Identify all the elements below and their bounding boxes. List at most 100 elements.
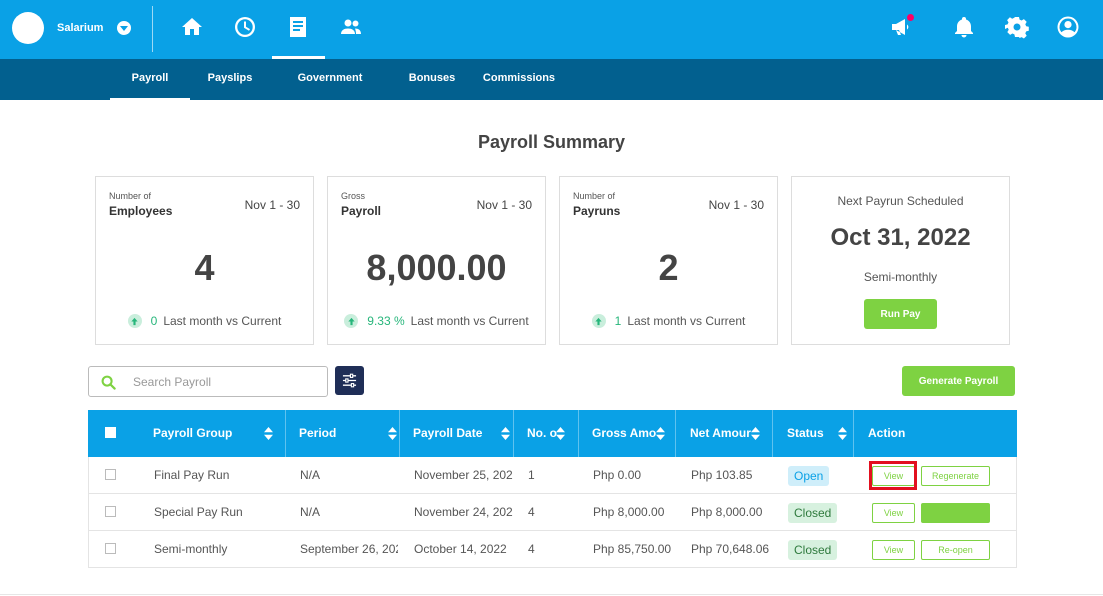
page-title: Payroll Summary <box>477 132 626 152</box>
view-button[interactable]: View <box>872 503 915 523</box>
row-checkbox[interactable] <box>105 543 116 554</box>
payroll-table: Payroll Group Period Payroll Date No. o … <box>88 410 1017 568</box>
gross-payroll-card: Gross Payroll Nov 1 - 30 8,000.00 9.33 %… <box>327 176 546 345</box>
card-trend: 1 Last month vs Current <box>560 314 777 328</box>
reopen-button[interactable]: Re-open <box>921 540 990 560</box>
header-label: Payroll Group <box>153 426 233 440</box>
highlight-box <box>869 461 917 490</box>
column-divider <box>853 410 854 457</box>
tab-bonuses[interactable]: Bonuses <box>408 72 456 84</box>
header-label: No. o <box>527 426 557 440</box>
column-header-number[interactable]: No. o <box>527 410 565 457</box>
row-checkbox[interactable] <box>105 469 116 480</box>
notification-dot <box>907 14 914 21</box>
row-checkbox[interactable] <box>105 506 116 517</box>
megaphone-icon[interactable] <box>888 14 914 40</box>
company-name: Salarium <box>57 22 104 34</box>
sort-icon <box>264 427 273 440</box>
generate-payroll-button[interactable]: Generate Payroll <box>902 366 1015 396</box>
cell-payroll-group: Semi-monthly <box>154 542 228 556</box>
search-icon <box>101 375 116 390</box>
cell-payroll-date: November 25, 2022 <box>414 468 513 482</box>
cell-number: 4 <box>528 505 535 519</box>
card-period: Nov 1 - 30 <box>708 198 764 212</box>
trend-label: Last month vs Current <box>163 314 282 328</box>
table-row: Semi-monthly September 26, 2022 October … <box>88 531 1017 568</box>
card-caption: Number of <box>109 191 152 201</box>
regenerate-button[interactable]: Regenerate <box>921 466 990 486</box>
run-pay-button[interactable]: Run Pay <box>864 299 937 329</box>
company-avatar <box>12 12 44 44</box>
column-divider <box>513 410 514 457</box>
people-icon[interactable] <box>338 14 364 40</box>
next-payrun-frequency: Semi-monthly <box>863 270 938 284</box>
search-box <box>88 366 328 397</box>
search-input[interactable] <box>133 374 313 390</box>
home-icon[interactable] <box>179 14 205 40</box>
table-row: Final Pay Run N/A November 25, 2022 1 Ph… <box>88 457 1017 494</box>
trend-value: 9.33 % <box>367 314 405 328</box>
status-badge: Closed <box>788 540 838 560</box>
gear-icon[interactable] <box>1004 14 1030 40</box>
clock-icon[interactable] <box>232 14 258 40</box>
document-icon[interactable] <box>285 14 311 40</box>
sort-icon <box>656 427 665 440</box>
trend-label: Last month vs Current <box>627 314 746 328</box>
tab-payslips[interactable]: Payslips <box>207 72 253 84</box>
header-label: Payroll Date <box>413 426 483 440</box>
card-label: Payroll <box>341 204 382 218</box>
card-label: Payruns <box>573 204 621 218</box>
tab-commissions[interactable]: Commissions <box>482 72 556 84</box>
card-caption: Number of <box>573 191 616 201</box>
card-trend: 9.33 % Last month vs Current <box>328 314 545 328</box>
company-switcher[interactable]: Salarium <box>12 12 132 44</box>
cell-gross-amount: Php 8,000.00 <box>593 505 665 519</box>
next-payrun-date: Oct 31, 2022 <box>830 224 971 251</box>
user-icon[interactable] <box>1055 14 1081 40</box>
column-header-payroll-date[interactable]: Payroll Date <box>413 410 510 457</box>
arrow-up-icon <box>591 314 606 328</box>
filter-button[interactable] <box>335 366 364 395</box>
divider <box>0 594 1103 595</box>
bell-icon[interactable] <box>951 14 977 40</box>
cell-payroll-date: October 14, 2022 <box>414 542 507 556</box>
column-header-payroll-group[interactable]: Payroll Group <box>153 410 273 457</box>
arrow-up-icon <box>127 314 142 328</box>
header-label: Action <box>868 426 906 440</box>
trend-value: 1 <box>614 314 622 328</box>
card-value: 2 <box>658 247 679 288</box>
column-divider <box>285 410 286 457</box>
tab-government-forms[interactable]: Government Forms <box>297 72 363 123</box>
next-payrun-heading: Next Payrun Scheduled <box>837 194 964 208</box>
table-header: Payroll Group Period Payroll Date No. o … <box>88 410 1017 457</box>
column-divider <box>772 410 773 457</box>
chevron-down-icon <box>117 21 132 35</box>
cell-net-amount: Php 8,000.00 <box>691 505 763 519</box>
divider <box>152 6 153 52</box>
cell-payroll-group: Final Pay Run <box>154 468 230 482</box>
card-label: Employees <box>109 204 173 218</box>
cell-net-amount: Php 103.85 <box>691 468 753 482</box>
status-badge: Closed <box>788 503 838 523</box>
sort-icon <box>501 427 510 440</box>
cell-number: 1 <box>528 468 535 482</box>
sort-icon <box>751 427 760 440</box>
column-header-period[interactable]: Period <box>299 410 397 457</box>
cell-period: N/A <box>300 505 321 519</box>
table-row: Special Pay Run N/A November 24, 2022 4 … <box>88 494 1017 531</box>
view-button[interactable]: View <box>872 540 915 560</box>
header-label: Gross Amo <box>592 426 657 440</box>
column-divider <box>399 410 400 457</box>
top-bar: Salarium <box>0 0 1103 59</box>
arrow-up-icon <box>344 314 359 328</box>
sort-icon <box>838 427 847 440</box>
column-header-net-amount[interactable]: Net Amour <box>690 410 760 457</box>
column-header-status[interactable]: Status <box>787 410 854 457</box>
select-all-checkbox[interactable] <box>105 427 116 438</box>
trend-label: Last month vs Current <box>410 314 529 328</box>
cell-number: 4 <box>528 542 535 556</box>
action-button[interactable] <box>921 503 990 523</box>
column-header-gross-amount[interactable]: Gross Amo <box>592 410 665 457</box>
active-nav-indicator <box>272 56 325 59</box>
tab-payroll[interactable]: Payroll <box>110 59 190 100</box>
